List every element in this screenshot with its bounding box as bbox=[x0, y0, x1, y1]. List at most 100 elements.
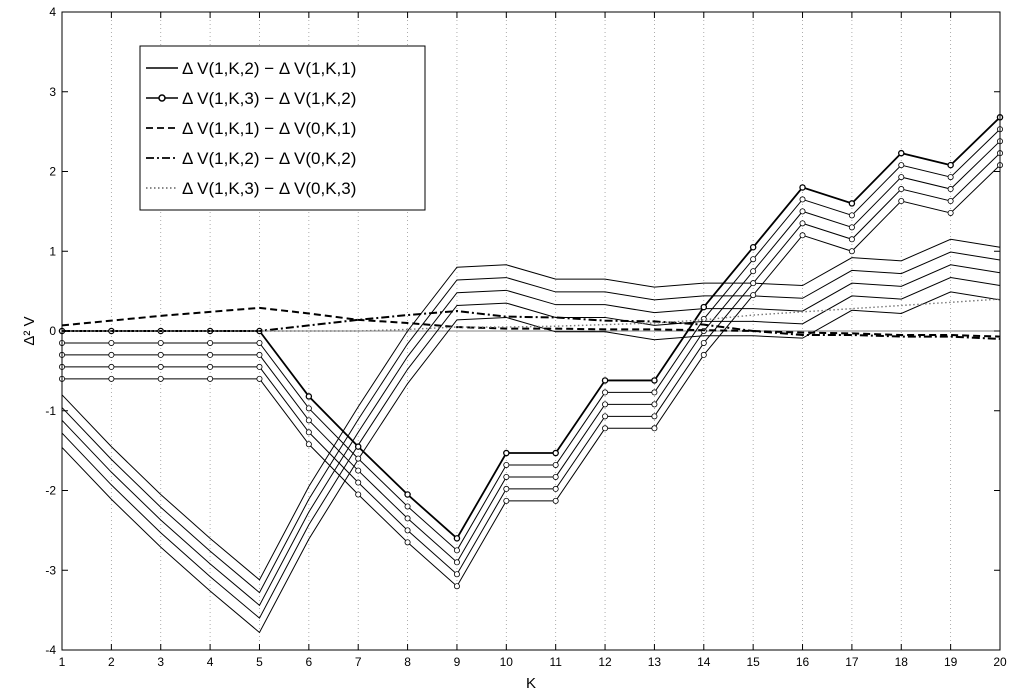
series-2-marker bbox=[602, 425, 609, 432]
series-2-marker bbox=[848, 200, 856, 207]
y-tick-label: 2 bbox=[49, 165, 56, 179]
y-tick-label: 1 bbox=[49, 244, 56, 258]
series-2-marker bbox=[305, 393, 313, 400]
series-2-marker bbox=[898, 174, 905, 181]
series-2-marker bbox=[453, 571, 460, 578]
series-5-line bbox=[62, 298, 1001, 332]
series-2-line bbox=[62, 164, 1001, 587]
series-2-marker bbox=[947, 161, 954, 169]
series-2-marker bbox=[453, 535, 461, 542]
series-2-marker bbox=[503, 485, 510, 492]
x-tick-label: 20 bbox=[993, 655, 1007, 669]
y-tick-label: 0 bbox=[49, 324, 56, 338]
series-2-marker bbox=[207, 351, 214, 358]
series-2-marker bbox=[552, 473, 559, 480]
series-2-marker bbox=[404, 503, 411, 510]
series-2-marker bbox=[700, 316, 707, 323]
series-2-marker bbox=[157, 375, 164, 382]
series-2-marker bbox=[256, 363, 263, 370]
series-layer bbox=[58, 114, 1004, 634]
series-2-marker bbox=[404, 515, 411, 522]
series-2-line bbox=[62, 152, 1001, 576]
series-2-marker bbox=[157, 339, 164, 346]
series-2-marker bbox=[355, 455, 362, 462]
series-2-marker bbox=[552, 461, 559, 468]
x-tick-label: 1 bbox=[59, 655, 66, 669]
series-2-marker bbox=[898, 186, 905, 193]
x-tick-label: 8 bbox=[404, 655, 411, 669]
x-tick-label: 5 bbox=[256, 655, 263, 669]
series-3-line bbox=[61, 306, 1001, 338]
series-2-marker bbox=[157, 351, 164, 358]
series-2-marker bbox=[947, 186, 954, 193]
series-2-marker bbox=[947, 209, 954, 216]
x-tick-label: 7 bbox=[355, 655, 362, 669]
series-2 bbox=[58, 114, 1004, 590]
series-2-marker bbox=[947, 174, 954, 181]
series-2-marker bbox=[305, 405, 312, 412]
x-tick-label: 16 bbox=[796, 655, 810, 669]
x-tick-label: 3 bbox=[157, 655, 164, 669]
x-tick-label: 11 bbox=[549, 655, 562, 669]
series-5 bbox=[62, 298, 1001, 332]
legend-marker-2 bbox=[158, 94, 166, 102]
series-2-marker bbox=[108, 351, 115, 358]
series-2-marker bbox=[305, 429, 312, 436]
legend-box bbox=[139, 45, 426, 211]
series-2-marker bbox=[651, 401, 658, 408]
series-2-marker bbox=[256, 351, 263, 358]
x-tick-label: 19 bbox=[944, 655, 958, 669]
x-tick-label: 18 bbox=[895, 655, 909, 669]
series-2-marker bbox=[651, 389, 658, 396]
series-2-marker bbox=[305, 441, 312, 448]
legend-label-4: Δ V(1,K,2) − Δ V(0,K,2) bbox=[182, 149, 356, 168]
series-2-marker bbox=[108, 375, 115, 382]
legend-label-1: Δ V(1,K,2) − Δ V(1,K,1) bbox=[182, 59, 356, 78]
series-3 bbox=[61, 306, 1001, 338]
series-2-marker bbox=[207, 363, 214, 370]
series-2-marker bbox=[453, 559, 460, 566]
tick-layer: 1 2 3 4 5 6 7 8 9 10 11 12 13 14 15 16 17 18 19 20-4-3-2-10… bbox=[45, 5, 1007, 669]
series-2-marker bbox=[404, 527, 411, 534]
series-2-marker bbox=[898, 198, 905, 205]
series-2-marker bbox=[552, 485, 559, 492]
series-2-marker bbox=[848, 224, 855, 231]
series-2-marker bbox=[651, 425, 658, 432]
series-2-marker bbox=[404, 539, 411, 546]
series-2-marker bbox=[947, 198, 954, 205]
series-2-marker bbox=[354, 443, 362, 450]
x-tick-label: 2 bbox=[108, 655, 115, 669]
x-tick-label: 13 bbox=[648, 655, 662, 669]
series-1-line bbox=[61, 238, 1001, 581]
series-2-marker bbox=[552, 449, 559, 457]
series-2-marker bbox=[799, 220, 806, 227]
series-2-marker bbox=[750, 292, 757, 299]
series-2-marker bbox=[749, 244, 757, 251]
series-2-marker bbox=[898, 162, 905, 169]
series-2-marker bbox=[602, 413, 609, 420]
series-2-marker bbox=[108, 363, 115, 370]
series-2-marker bbox=[503, 473, 510, 480]
series-2-marker bbox=[602, 389, 609, 396]
series-2-marker bbox=[651, 413, 658, 420]
series-2-marker bbox=[700, 351, 707, 358]
series-2-line bbox=[62, 140, 1001, 564]
y-axis-label: Δ² V bbox=[21, 316, 38, 345]
y-tick-label: 3 bbox=[49, 85, 56, 99]
series-2-marker bbox=[355, 467, 362, 474]
series-2-marker bbox=[355, 479, 362, 486]
series-2-marker bbox=[503, 497, 510, 504]
legend-label-5: Δ V(1,K,3) − Δ V(0,K,3) bbox=[182, 179, 356, 198]
x-tick-label: 15 bbox=[746, 655, 760, 669]
series-2-marker bbox=[256, 375, 263, 382]
series-2-marker bbox=[601, 377, 609, 384]
series-2-marker bbox=[700, 303, 708, 311]
series-2-marker bbox=[848, 236, 855, 243]
x-tick-label: 4 bbox=[207, 655, 214, 669]
series-2-marker bbox=[799, 232, 806, 239]
legend: Δ V(1,K,2) − Δ V(1,K,1) Δ V(1,K,3) − Δ V(… bbox=[139, 45, 426, 211]
x-tick-label: 9 bbox=[454, 655, 461, 669]
series-2-marker bbox=[700, 339, 707, 346]
x-tick-label: 6 bbox=[305, 655, 312, 669]
x-tick-label: 12 bbox=[598, 655, 612, 669]
